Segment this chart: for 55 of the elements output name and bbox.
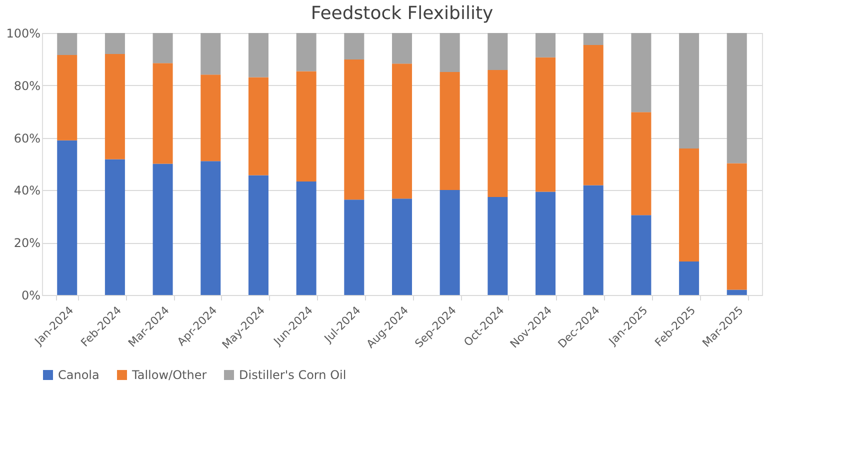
bar: [726, 290, 747, 295]
bar: [679, 261, 700, 295]
bar: [440, 33, 460, 72]
bar: [344, 200, 364, 295]
bar: [583, 33, 604, 46]
bar: [392, 64, 412, 199]
bar: [296, 71, 316, 182]
bar: [248, 33, 268, 78]
bar: [488, 33, 508, 70]
bar: [152, 33, 173, 64]
y-tick-label: 0%: [21, 288, 40, 302]
bar: [631, 215, 652, 295]
y-tick-label: 40%: [14, 184, 40, 198]
bar: [679, 148, 700, 262]
y-tick-label: 20%: [14, 236, 40, 250]
y-tick-label: 60%: [14, 131, 40, 146]
bar: [296, 182, 316, 295]
bar: [536, 57, 556, 192]
bar: [536, 192, 556, 295]
y-tick-label: 100%: [6, 26, 40, 40]
legend-label: Tallow/Other: [131, 368, 207, 382]
bar: [152, 63, 173, 164]
bar: [679, 33, 700, 149]
bar: [104, 33, 125, 54]
bar: [296, 33, 316, 72]
bar: [200, 74, 221, 162]
bar: [726, 33, 747, 164]
bar: [344, 33, 364, 60]
bar: [248, 175, 268, 295]
legend-label: Canola: [58, 368, 100, 382]
bar: [57, 33, 78, 56]
y-tick-label: 80%: [14, 78, 40, 93]
bar: [57, 140, 78, 295]
bar: [631, 33, 652, 112]
bar: [200, 161, 221, 295]
bar: [583, 45, 604, 186]
bar: [344, 59, 364, 200]
chart-title: Feedstock Flexibility: [310, 3, 494, 24]
bar: [536, 33, 556, 58]
bar: [440, 72, 460, 190]
legend-label: Distiller's Corn Oil: [239, 368, 346, 382]
bar: [488, 70, 508, 198]
bar: [104, 159, 125, 295]
bar: [583, 185, 604, 295]
bar: [57, 55, 78, 140]
bar: [631, 112, 652, 216]
bar: [392, 198, 412, 295]
bar: [104, 54, 125, 160]
bar: [726, 163, 747, 290]
bar: [200, 33, 221, 75]
bar: [488, 197, 508, 295]
bar: [440, 190, 460, 295]
bar: [152, 164, 173, 295]
bar: [248, 77, 268, 176]
bar: [392, 33, 412, 64]
